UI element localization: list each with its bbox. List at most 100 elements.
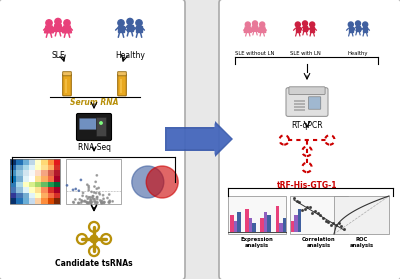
Polygon shape — [349, 27, 353, 32]
Point — [296, 200, 302, 205]
Circle shape — [348, 22, 353, 27]
Point — [70, 200, 76, 204]
Point — [89, 195, 96, 200]
Point — [100, 193, 106, 198]
Bar — [29, 159, 35, 165]
Bar — [260, 218, 264, 232]
Bar — [16, 182, 22, 187]
Bar — [298, 209, 301, 232]
Point — [88, 198, 94, 203]
Bar — [252, 223, 256, 232]
Text: Correlation
analysis: Correlation analysis — [302, 237, 336, 248]
Polygon shape — [54, 25, 62, 32]
Bar — [10, 193, 16, 198]
Point — [96, 191, 102, 195]
Bar — [10, 159, 60, 204]
Bar — [35, 176, 41, 182]
Point — [320, 216, 326, 221]
Point — [79, 194, 86, 198]
FancyBboxPatch shape — [286, 88, 328, 116]
Point — [94, 186, 100, 191]
Point — [94, 195, 100, 199]
Bar — [22, 170, 29, 176]
Point — [104, 196, 111, 200]
Point — [301, 206, 308, 211]
Bar — [29, 165, 35, 170]
Point — [336, 221, 342, 225]
Point — [98, 199, 104, 204]
Bar — [10, 159, 16, 165]
Polygon shape — [303, 26, 307, 31]
Bar — [48, 159, 54, 165]
Bar — [66, 159, 121, 204]
Bar — [35, 187, 41, 193]
Point — [106, 201, 112, 205]
Bar — [35, 182, 41, 187]
Point — [72, 187, 79, 191]
Point — [87, 201, 94, 205]
Bar — [10, 170, 16, 176]
Point — [91, 184, 98, 189]
Point — [77, 197, 83, 202]
Point — [338, 224, 344, 228]
Bar — [48, 182, 54, 187]
FancyBboxPatch shape — [0, 0, 185, 279]
Point — [106, 200, 112, 205]
Point — [79, 199, 85, 204]
Bar — [54, 176, 60, 182]
Point — [89, 200, 95, 204]
Text: Healthy: Healthy — [115, 51, 145, 60]
Point — [81, 199, 87, 204]
Point — [83, 199, 89, 204]
Point — [97, 198, 103, 203]
Point — [99, 201, 105, 205]
Polygon shape — [165, 121, 233, 157]
Bar — [228, 196, 286, 234]
Point — [84, 201, 90, 205]
Point — [294, 199, 300, 203]
Point — [97, 192, 103, 196]
Point — [84, 200, 90, 205]
Bar — [54, 187, 60, 193]
Point — [101, 200, 108, 205]
Polygon shape — [62, 26, 72, 33]
Text: tRF-His-GTG-1: tRF-His-GTG-1 — [277, 181, 337, 190]
Point — [64, 183, 70, 187]
Point — [91, 199, 98, 203]
Circle shape — [64, 20, 70, 26]
Bar — [22, 182, 29, 187]
Text: SLE without LN: SLE without LN — [235, 51, 275, 56]
Bar — [41, 165, 48, 170]
Text: RT-qPCR: RT-qPCR — [291, 121, 323, 130]
Bar — [54, 182, 60, 187]
Polygon shape — [244, 27, 252, 32]
Bar — [29, 170, 35, 176]
Bar — [16, 170, 22, 176]
Point — [94, 200, 100, 205]
Point — [78, 178, 84, 182]
Bar — [29, 193, 35, 198]
Bar — [282, 218, 286, 232]
Point — [94, 197, 100, 201]
Text: Candidate tsRNAs: Candidate tsRNAs — [55, 259, 133, 268]
Polygon shape — [127, 25, 133, 30]
FancyBboxPatch shape — [63, 72, 71, 76]
Circle shape — [100, 122, 102, 124]
Point — [75, 201, 82, 205]
Point — [92, 180, 99, 184]
FancyBboxPatch shape — [96, 117, 106, 136]
Bar — [41, 159, 48, 165]
Polygon shape — [356, 26, 360, 31]
Point — [92, 201, 98, 205]
Point — [101, 200, 107, 205]
Point — [312, 209, 318, 214]
Bar — [237, 212, 241, 232]
FancyBboxPatch shape — [76, 114, 112, 141]
Point — [101, 201, 107, 205]
Point — [84, 182, 90, 187]
FancyBboxPatch shape — [219, 0, 400, 279]
Bar — [268, 215, 271, 232]
Point — [99, 199, 105, 203]
Point — [88, 200, 94, 205]
Point — [84, 196, 91, 201]
